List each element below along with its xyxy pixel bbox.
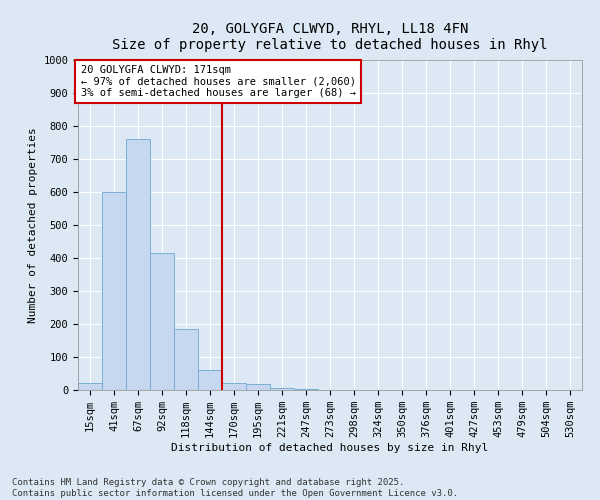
Text: Contains HM Land Registry data © Crown copyright and database right 2025.
Contai: Contains HM Land Registry data © Crown c…	[12, 478, 458, 498]
Bar	[246, 384, 270, 390]
Bar	[270, 388, 294, 390]
Bar	[222, 384, 246, 390]
Title: 20, GOLYGFA CLWYD, RHYL, LL18 4FN
Size of property relative to detached houses i: 20, GOLYGFA CLWYD, RHYL, LL18 4FN Size o…	[112, 22, 548, 52]
Bar	[198, 370, 222, 390]
Y-axis label: Number of detached properties: Number of detached properties	[28, 127, 38, 323]
Text: 20 GOLYGFA CLWYD: 171sqm
← 97% of detached houses are smaller (2,060)
3% of semi: 20 GOLYGFA CLWYD: 171sqm ← 97% of detach…	[80, 65, 356, 98]
Bar	[102, 192, 126, 390]
X-axis label: Distribution of detached houses by size in Rhyl: Distribution of detached houses by size …	[172, 443, 488, 453]
Bar	[78, 384, 102, 390]
Bar	[294, 389, 318, 390]
Bar	[150, 253, 174, 390]
Bar	[126, 139, 150, 390]
Bar	[174, 329, 198, 390]
